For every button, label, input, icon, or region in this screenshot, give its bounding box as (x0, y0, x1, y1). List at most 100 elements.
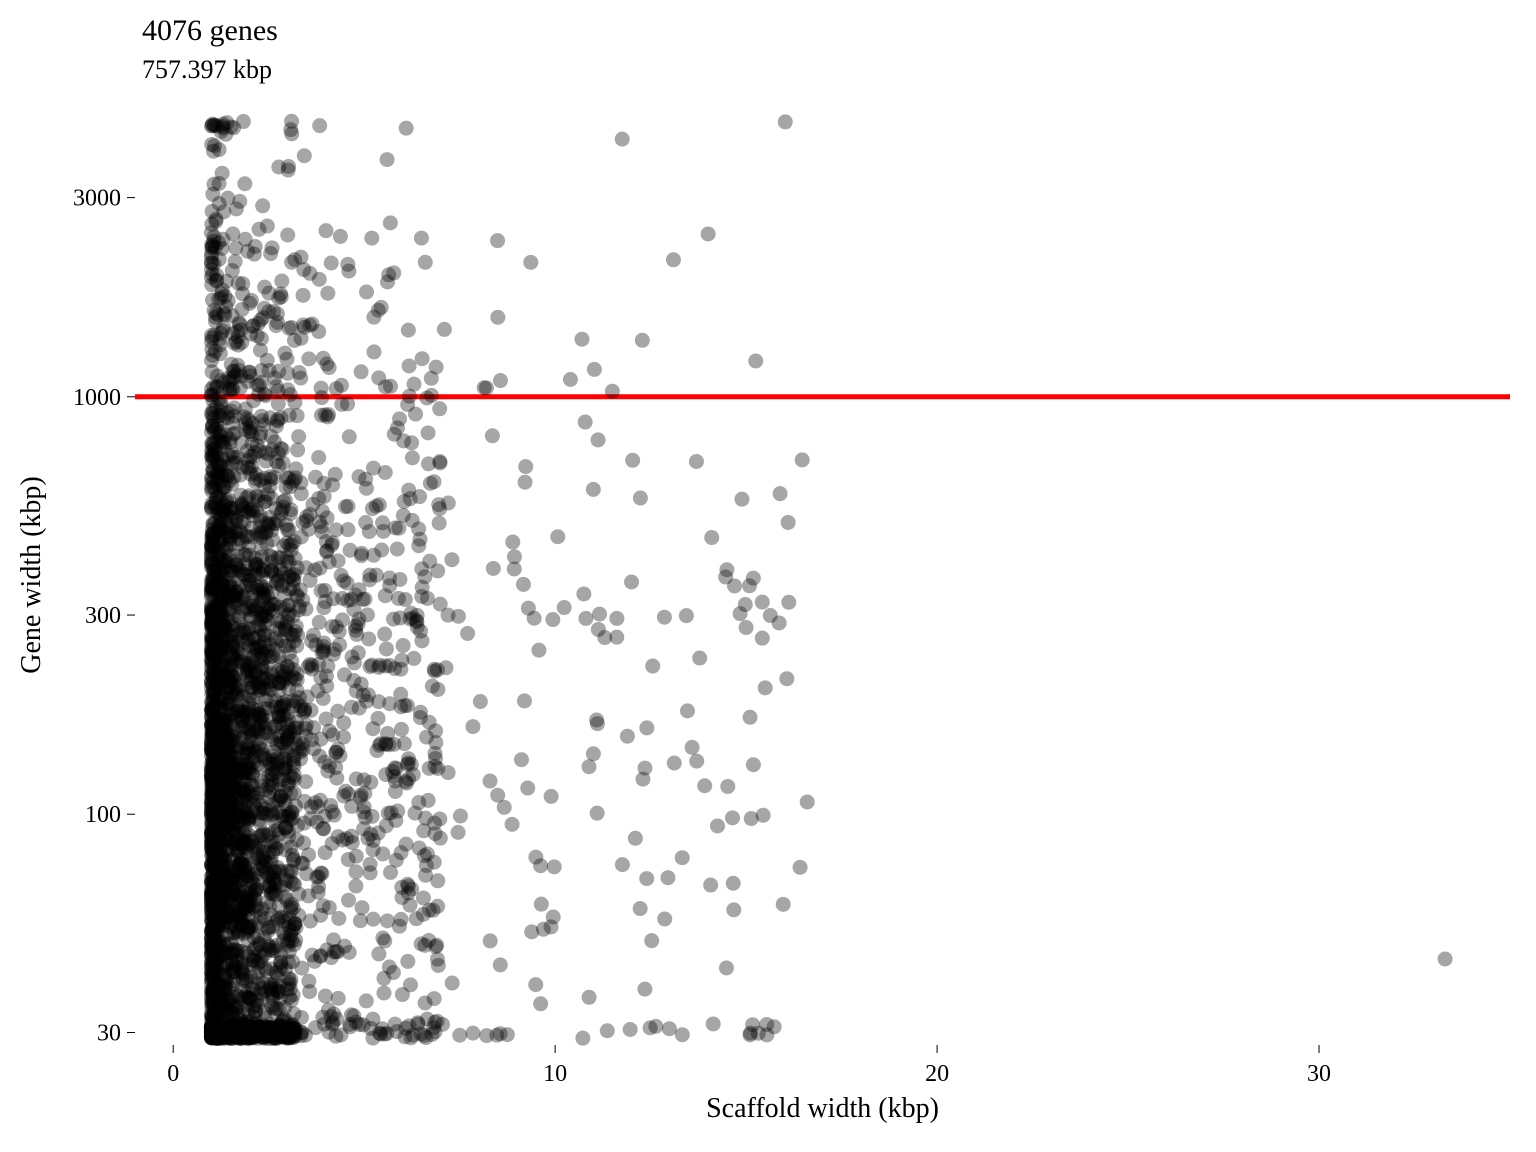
point (406, 651, 421, 666)
point (212, 489, 227, 504)
point (319, 544, 334, 559)
point (281, 470, 296, 485)
point (348, 879, 363, 894)
point (557, 600, 572, 615)
point (380, 152, 395, 167)
point (234, 497, 249, 512)
point (581, 759, 596, 774)
point (550, 529, 565, 544)
point (268, 887, 283, 902)
point (743, 1027, 758, 1042)
point (493, 1026, 508, 1041)
point (288, 933, 303, 948)
point (425, 679, 440, 694)
point (412, 532, 427, 547)
point (719, 960, 734, 975)
point (266, 941, 281, 956)
point (420, 591, 435, 606)
point (212, 519, 227, 534)
point (369, 499, 384, 514)
point (396, 433, 411, 448)
point (719, 562, 734, 577)
point (353, 913, 368, 928)
point (334, 397, 349, 412)
point (314, 390, 329, 405)
point (266, 753, 281, 768)
point (701, 226, 716, 241)
point (313, 948, 328, 963)
point (660, 870, 675, 885)
point (633, 491, 648, 506)
y-axis-label: Gene width (kbp) (16, 476, 47, 674)
point (318, 989, 333, 1004)
point (739, 620, 754, 635)
point (405, 450, 420, 465)
point (345, 835, 360, 850)
point (279, 352, 294, 367)
point (437, 322, 452, 337)
point (578, 415, 593, 430)
point (341, 264, 356, 279)
point (620, 729, 635, 744)
point (284, 255, 299, 270)
point (483, 933, 498, 948)
point (242, 365, 257, 380)
point (311, 324, 326, 339)
point (238, 416, 253, 431)
point (675, 850, 690, 865)
point (271, 291, 286, 306)
point (241, 1005, 256, 1020)
point (400, 397, 415, 412)
point (261, 304, 276, 319)
point (236, 515, 251, 530)
point (366, 912, 381, 927)
point (312, 118, 327, 133)
point (396, 638, 411, 653)
point (212, 814, 227, 829)
point (255, 198, 270, 213)
point (262, 510, 277, 525)
point (520, 781, 535, 796)
y-tick-label: 1000 (73, 385, 121, 411)
point (222, 473, 237, 488)
point (219, 380, 234, 395)
point (319, 678, 334, 693)
point (382, 960, 397, 975)
point (793, 860, 808, 875)
point (342, 429, 357, 444)
point (258, 583, 273, 598)
point (262, 790, 277, 805)
point (485, 428, 500, 443)
point (615, 132, 630, 147)
point (710, 818, 725, 833)
point (232, 790, 247, 805)
point (528, 977, 543, 992)
point (748, 353, 763, 368)
point (623, 1022, 638, 1037)
point (362, 524, 377, 539)
point (427, 759, 442, 774)
point (252, 222, 267, 237)
point (215, 834, 230, 849)
point (333, 229, 348, 244)
point (349, 771, 364, 786)
point (342, 945, 357, 960)
point (257, 626, 272, 641)
point (205, 364, 220, 379)
point (347, 655, 362, 670)
point (215, 651, 230, 666)
point (597, 630, 612, 645)
point (249, 721, 264, 736)
point (214, 851, 229, 866)
point (204, 217, 219, 232)
point (331, 911, 346, 926)
point (213, 580, 228, 595)
point (218, 747, 233, 762)
point (390, 542, 405, 557)
point (341, 852, 356, 867)
point (445, 976, 460, 991)
point (328, 467, 343, 482)
point (274, 274, 289, 289)
point (726, 902, 741, 917)
point (383, 379, 398, 394)
